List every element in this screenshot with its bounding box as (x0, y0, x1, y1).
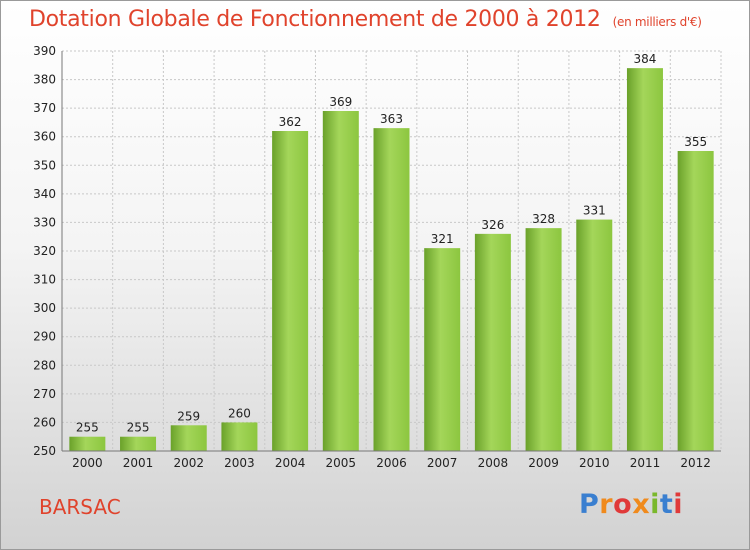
title-text: Dotation Globale de Fonctionnement de 20… (29, 7, 601, 32)
data-label: 384 (634, 52, 657, 66)
data-label: 362 (279, 115, 302, 129)
data-label: 363 (380, 112, 403, 126)
x-tick-label: 2005 (326, 456, 357, 470)
y-tick-label: 350 (33, 158, 56, 172)
y-tick-label: 250 (33, 444, 56, 458)
x-tick-label: 2006 (376, 456, 407, 470)
x-tick-label: 2011 (630, 456, 661, 470)
x-tick-label: 2000 (72, 456, 103, 470)
bar (120, 436, 157, 451)
logo-letter: t (659, 489, 674, 520)
bar (677, 151, 714, 451)
data-label: 260 (228, 406, 251, 420)
logo-letter: o (613, 489, 633, 520)
data-label: 355 (684, 135, 707, 149)
x-tick-label: 2007 (427, 456, 458, 470)
y-tick-label: 380 (33, 73, 56, 87)
bar (474, 233, 511, 451)
data-label: 331 (583, 204, 606, 218)
data-label: 369 (329, 95, 352, 109)
y-tick-label: 270 (33, 387, 56, 401)
bar (272, 131, 309, 451)
y-tick-label: 260 (33, 415, 56, 429)
logo-letter: i (650, 489, 660, 520)
data-label: 326 (481, 218, 504, 232)
proxiti-logo: Proxiti (579, 489, 683, 520)
x-tick-label: 2001 (123, 456, 154, 470)
logo-letter: P (579, 489, 600, 520)
y-tick-label: 340 (33, 187, 56, 201)
x-tick-label: 2003 (224, 456, 255, 470)
data-label: 255 (76, 421, 99, 435)
x-tick-label: 2008 (478, 456, 509, 470)
logo-letter: x (632, 489, 651, 520)
y-tick-label: 310 (33, 273, 56, 287)
bar (525, 228, 562, 451)
data-label: 328 (532, 212, 555, 226)
x-tick-label: 2002 (173, 456, 204, 470)
x-tick-label: 2004 (275, 456, 306, 470)
data-label: 321 (431, 232, 454, 246)
bar (424, 248, 461, 451)
x-tick-label: 2010 (579, 456, 610, 470)
x-tick-label: 2009 (528, 456, 559, 470)
x-tick-label: 2012 (680, 456, 711, 470)
y-tick-label: 370 (33, 101, 56, 115)
city-name: BARSAC (39, 495, 121, 519)
bar (69, 436, 106, 451)
unit-label: (en milliers d'€) (612, 15, 702, 29)
y-tick-label: 280 (33, 358, 56, 372)
y-tick-label: 330 (33, 215, 56, 229)
bar (373, 128, 410, 451)
data-label: 255 (127, 421, 150, 435)
bar (626, 68, 663, 452)
chart-title: Dotation Globale de Fonctionnement de 20… (29, 7, 702, 32)
y-tick-label: 360 (33, 130, 56, 144)
bar (576, 219, 613, 451)
bar (221, 422, 258, 451)
logo-letter: r (599, 489, 614, 520)
bar (322, 111, 359, 451)
data-label: 259 (177, 409, 200, 423)
logo-letter: i (673, 489, 684, 520)
y-tick-label: 320 (33, 244, 56, 258)
y-tick-label: 390 (33, 44, 56, 58)
y-tick-label: 300 (33, 301, 56, 315)
y-tick-label: 290 (33, 330, 56, 344)
bar (170, 425, 207, 451)
